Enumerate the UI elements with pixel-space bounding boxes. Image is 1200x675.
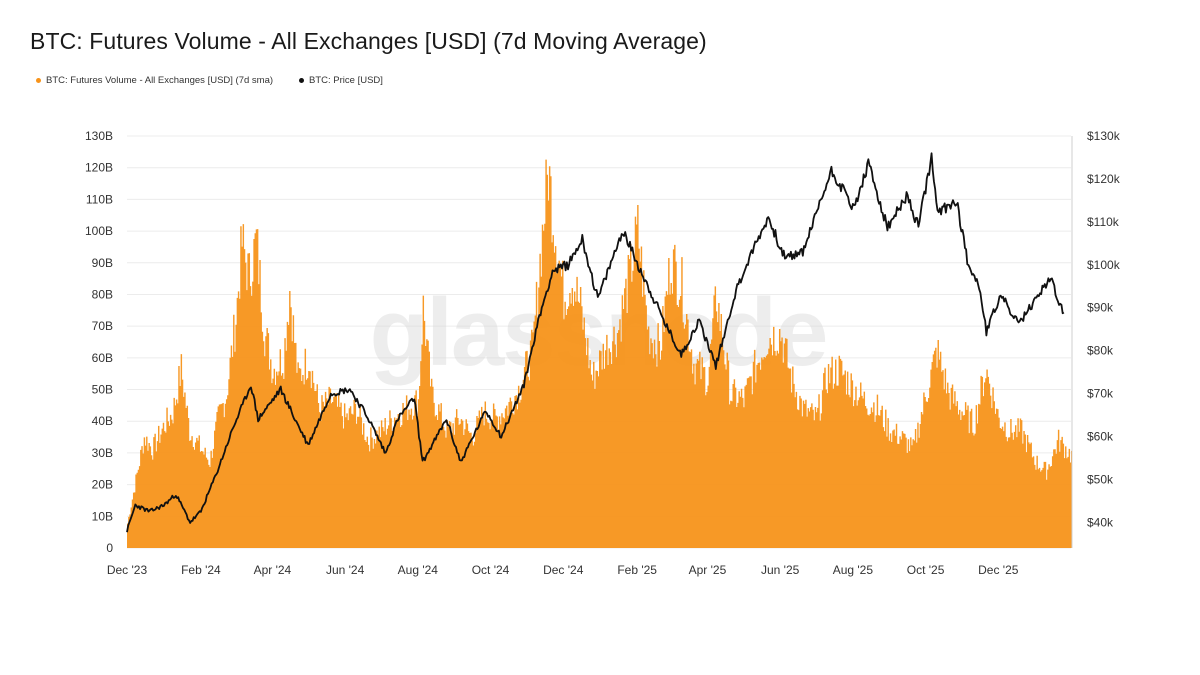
y-left-tick-label: 100B: [85, 224, 113, 238]
legend-swatch-price: [299, 78, 305, 83]
y-right-tick-label: $80k: [1087, 344, 1114, 358]
volume-bar: [127, 159, 1073, 549]
chart-legend: BTC: Futures Volume - All Exchanges [USD…: [36, 75, 383, 86]
x-tick-label: Apr '25: [689, 563, 727, 577]
y-right-tick-label: $90k: [1087, 301, 1114, 315]
y-right-tick-label: $100k: [1087, 258, 1121, 272]
x-tick-label: Dec '25: [978, 563, 1019, 577]
price-line: [126, 152, 1065, 533]
y-left-tick-label: 40B: [92, 414, 113, 428]
y-left-tick-label: 110B: [86, 192, 113, 206]
y-left-tick-label: 120B: [85, 161, 113, 175]
y-left-tick-label: 70B: [92, 319, 113, 333]
x-tick-label: Oct '25: [907, 563, 945, 577]
y-left-tick-label: 20B: [92, 478, 113, 492]
chart-title: BTC: Futures Volume - All Exchanges [USD…: [30, 28, 707, 54]
y-left-tick-label: 60B: [92, 351, 113, 365]
price-line-layer: [126, 152, 1065, 533]
y-right-tick-label: $70k: [1087, 387, 1114, 401]
y-left-tick-label: 0: [106, 541, 113, 555]
legend-item-volume[interactable]: BTC: Futures Volume - All Exchanges [USD…: [36, 75, 273, 86]
y-left-tick-label: 90B: [92, 256, 113, 270]
x-tick-label: Dec '24: [543, 563, 584, 577]
x-tick-label: Jun '24: [326, 563, 365, 577]
y-left-tick-label: 30B: [92, 446, 113, 460]
volume-bars: [127, 159, 1073, 549]
legend-item-price[interactable]: BTC: Price [USD]: [299, 75, 383, 86]
y-right-tick-label: $50k: [1087, 472, 1114, 486]
y-left-tick-label: 10B: [92, 509, 113, 523]
axes: 0 10B 20B 30B 40B 50B 60B 70B 80B 90B 100B 110B 120B…: [85, 129, 1121, 577]
x-tick-label: Feb '25: [617, 563, 657, 577]
y-right-tick-label: $130k: [1087, 129, 1121, 143]
legend-label-volume: BTC: Futures Volume - All Exchanges [USD…: [46, 75, 274, 86]
x-tick-label: Jun '25: [761, 563, 800, 577]
y-right-tick-label: $110k: [1087, 215, 1120, 229]
x-tick-label: Apr '24: [254, 563, 292, 577]
x-tick-label: Feb '24: [181, 563, 221, 577]
y-left-tick-label: 130B: [85, 129, 113, 143]
legend-label-price: BTC: Price [USD]: [309, 75, 383, 86]
x-tick-label: Aug '25: [833, 563, 874, 577]
x-tick-label: Dec '23: [107, 563, 148, 577]
x-tick-label: Aug '24: [398, 563, 439, 577]
legend-swatch-volume: [36, 78, 41, 83]
y-right-tick-label: $40k: [1087, 515, 1114, 529]
y-left-tick-label: 80B: [92, 287, 113, 301]
y-right-tick-label: $60k: [1087, 429, 1114, 443]
y-left-tick-label: 50B: [92, 383, 113, 397]
x-tick-label: Oct '24: [472, 563, 510, 577]
y-right-tick-label: $120k: [1087, 172, 1121, 186]
